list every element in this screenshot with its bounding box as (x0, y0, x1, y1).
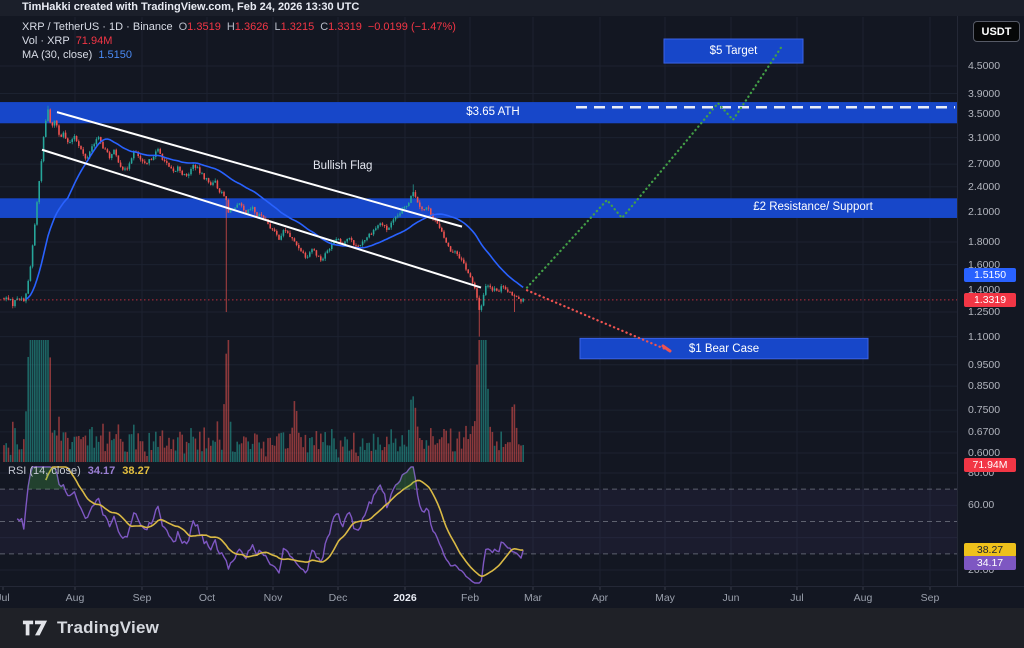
month-label: Oct (198, 592, 216, 604)
month-label: May (655, 592, 675, 604)
price-tick-label: 1.2500 (968, 306, 1001, 319)
ath-band-label: $3.65 ATH (466, 106, 520, 118)
tradingview-logo-icon (22, 620, 48, 636)
month-label: Aug (65, 592, 85, 604)
volume-legend-row[interactable]: Vol · XRP 71.94M (22, 35, 112, 47)
price-tick-label: 1.1000 (968, 330, 1001, 343)
high-label: H (226, 21, 235, 33)
volume-label: Vol · XRP (22, 35, 70, 47)
symbol-title: XRP / TetherUS · 1D · Binance (22, 21, 173, 33)
change-value: −0.0199 (−1.47%) (367, 21, 456, 33)
price-tick-label: 4.5000 (968, 60, 1001, 73)
month-label: Apr (591, 592, 609, 604)
rsi-tick-label: 60.00 (968, 499, 995, 512)
month-label: Feb (460, 592, 480, 604)
low-value: 1.3215 (280, 21, 315, 33)
rsi-ma-badge: 38.27 (964, 543, 1016, 557)
tradingview-wordmark: TradingView (57, 618, 160, 637)
volume-badge: 71.94M (964, 458, 1016, 472)
price-tick-label: 2.4000 (968, 180, 1001, 193)
price-tick-label: 1.8000 (968, 236, 1001, 248)
month-label: 2026 (393, 592, 417, 604)
volume-value: 71.94M (75, 35, 113, 47)
last-price-badge: 1.3319 (964, 292, 1016, 307)
bullish-flag-label: Bullish Flag (313, 160, 373, 172)
close-value: 1.3319 (328, 21, 362, 33)
rsi-ma-value: 38.27 (122, 465, 150, 477)
low-label: L (274, 21, 281, 33)
price-tick-label: 2.7000 (968, 158, 1001, 171)
close-label: C (320, 21, 329, 33)
rsi-value: 34.17 (87, 465, 116, 477)
price-tick-label: 0.6700 (968, 425, 1001, 438)
price-tick-label: 0.7500 (968, 404, 1001, 417)
price-tick-label: 3.1000 (968, 131, 1001, 144)
resistance-band-label: £2 Resistance/ Support (753, 201, 873, 213)
ma-price-badge: 1.5150 (964, 268, 1016, 283)
time-axis[interactable]: Jul Aug Sep Oct Nov Dec 2026 Feb Mar Apr May Jun Jul… (0, 586, 1024, 609)
attribution-text: TimHakki created with TradingView.com, F… (22, 1, 360, 13)
price-tick-label: 0.8500 (968, 380, 1001, 393)
tradingview-logo[interactable]: TradingView (22, 618, 159, 638)
attribution-bar: TimHakki created with TradingView.com, F… (0, 0, 1024, 16)
price-tick-label: 0.6000 (968, 447, 1001, 459)
price-tick-label: 0.9500 (968, 358, 1001, 371)
month-label: Aug (853, 592, 873, 604)
month-label: Jul (0, 592, 10, 604)
month-label: Sep (132, 592, 152, 604)
month-label: Mar (523, 592, 543, 604)
ma-label: MA (30, close) (22, 49, 93, 61)
price-tick-label: 3.5000 (968, 108, 1001, 121)
open-label: O (178, 21, 188, 33)
target-box[interactable]: $5 Target (709, 45, 758, 58)
rsi-legend-row[interactable]: RSI (14, close) 34.17 38.27 (8, 465, 150, 477)
currency-toggle-usdt-button[interactable]: USDT (973, 21, 1020, 42)
price-tick-label: 3.9000 (968, 87, 1001, 100)
footer-bar: TradingView (0, 608, 1024, 648)
month-label: Jun (722, 592, 740, 604)
symbol-legend-row[interactable]: XRP / TetherUS · 1D · Binance O1.3519 H1… (22, 21, 456, 33)
rsi-label: RSI (14, close) (8, 465, 81, 477)
high-value: 1.3626 (234, 21, 269, 33)
price-tick-label: 2.1000 (968, 206, 1001, 219)
ma-legend-row[interactable]: MA (30, close) 1.5150 (22, 49, 132, 61)
open-value: 1.3519 (187, 21, 221, 33)
bear-case-box[interactable]: $1 Bear Case (688, 342, 760, 355)
price-axis[interactable]: 20.00 60.00 80.00 0.6000 0.6700 0.7500 0.8500 0… (957, 16, 1024, 586)
month-label: Jul (790, 592, 804, 604)
month-label: Nov (263, 592, 283, 604)
ma-value: 1.5150 (98, 49, 132, 61)
month-label: Dec (328, 592, 348, 604)
month-label: Sep (920, 592, 940, 604)
price-tick-label: 1.6000 (968, 258, 1001, 271)
rsi-badge: 34.17 (964, 556, 1016, 570)
